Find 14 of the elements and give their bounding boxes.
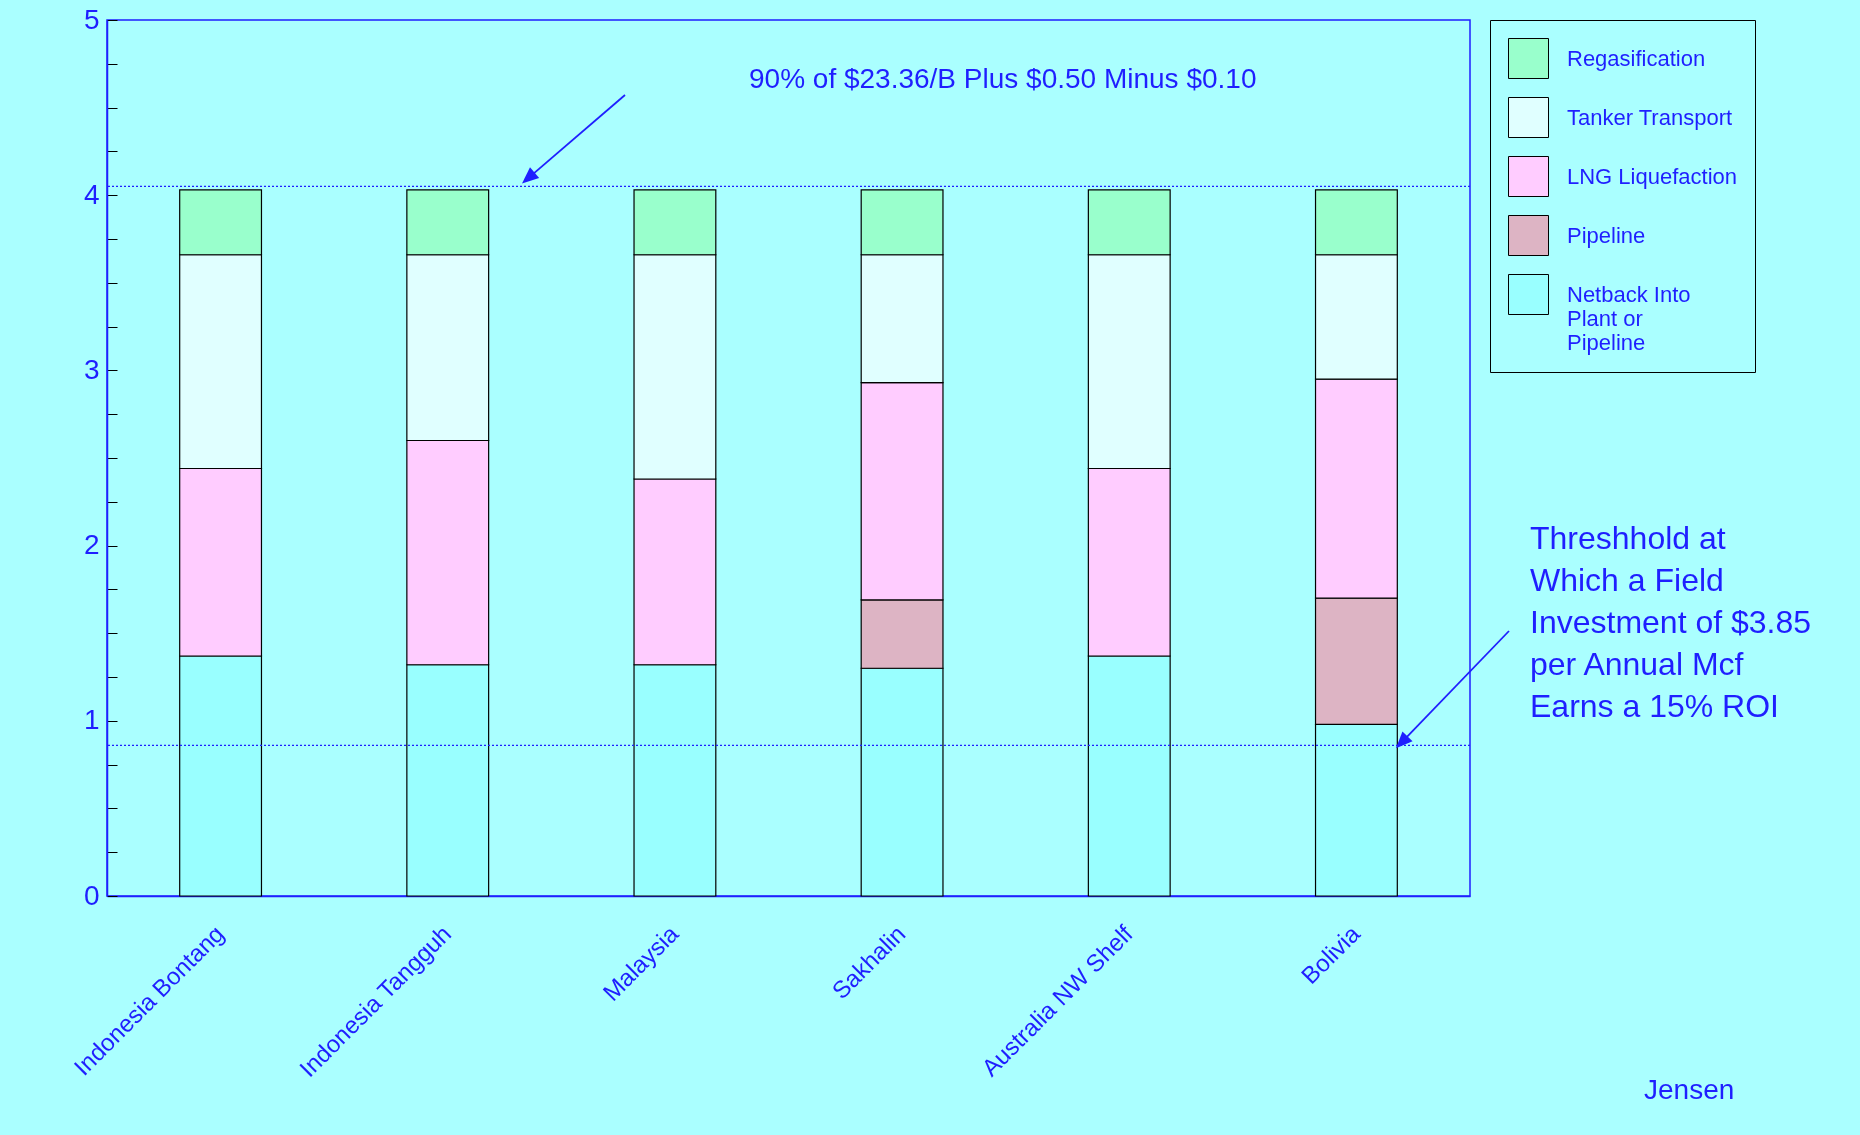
legend-label: Tanker Transport — [1567, 104, 1733, 130]
legend-label: LNG Liquefaction — [1567, 163, 1737, 189]
y-tick-label: 4 — [83, 178, 100, 210]
y-tick-label: 2 — [83, 529, 100, 561]
legend-label: Netback Into Plant or Pipeline — [1567, 281, 1691, 355]
legend-label: Regasification — [1567, 45, 1706, 71]
text: Jensen — [1644, 1074, 1735, 1105]
y-tick-label: 0 — [83, 879, 100, 911]
ref-line-label: Threshhold at Which a Field Investment of $3.85 per Annual Mcf Earns a 15% ROI — [1530, 520, 1812, 725]
y-tick-label: 1 — [83, 704, 100, 736]
ref-line-label: 90% of $23.36/B Plus $0.50 Minus $0.10 — [749, 63, 1257, 95]
legend-label: Pipeline — [1567, 222, 1646, 248]
y-tick-label: 3 — [83, 353, 100, 385]
y-tick-label: 5 — [83, 3, 100, 35]
